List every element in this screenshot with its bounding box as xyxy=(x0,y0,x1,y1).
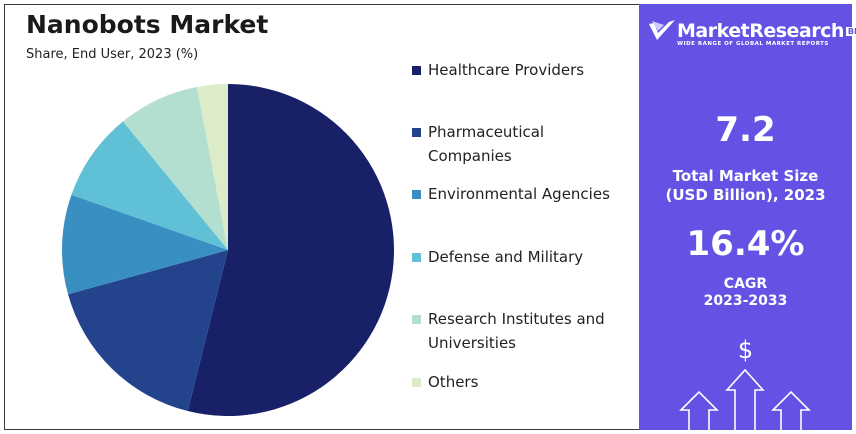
logo-badge: BIZ xyxy=(845,26,856,36)
legend-item: Others xyxy=(412,370,478,394)
market-size-label-2: (USD Billion), 2023 xyxy=(665,186,826,204)
legend-swatch xyxy=(412,66,421,75)
pie-slice-pharmaceutical-companies xyxy=(68,250,228,412)
legend-item: Defense and Military xyxy=(412,245,583,269)
legend-item: Environmental Agencies xyxy=(412,182,610,206)
logo: MarketResearch BIZ xyxy=(647,18,856,44)
summary-panel: MarketResearch BIZ WIDE RANGE OF GLOBAL … xyxy=(639,4,856,432)
legend-swatch xyxy=(412,378,421,387)
logo-check-icon xyxy=(649,20,675,40)
market-size-label-1: Total Market Size xyxy=(672,167,819,185)
pie-slice-defense-and-military xyxy=(71,121,229,250)
legend-item: Research Institutes and Universities xyxy=(412,307,605,355)
legend-swatch xyxy=(412,190,421,199)
legend-label-line: Pharmaceutical xyxy=(428,123,545,141)
legend-label: Research Institutes and Universities xyxy=(428,307,605,355)
pie-slice-environmental-agencies xyxy=(62,194,229,295)
chart-subtitle: Share, End User, 2023 (%) xyxy=(26,47,199,62)
legend-label: Defense and Military xyxy=(428,245,583,269)
market-size-value: 7.2 xyxy=(715,110,776,150)
dollar-icon: $ xyxy=(737,336,754,364)
legend-label-line: Environmental Agencies xyxy=(428,185,610,203)
legend-item: Healthcare Providers xyxy=(412,58,584,82)
legend-swatch xyxy=(412,315,421,324)
logo-tagline: WIDE RANGE OF GLOBAL MARKET REPORTS xyxy=(677,41,829,47)
cagr-label-1: CAGR xyxy=(723,276,768,292)
legend-label: Environmental Agencies xyxy=(428,182,610,206)
legend-label-line: Others xyxy=(428,373,479,391)
legend-label: Healthcare Providers xyxy=(428,58,584,82)
legend-swatch xyxy=(412,253,421,262)
pie-slice-research-institutes-and-universities xyxy=(122,86,228,251)
legend-swatch xyxy=(412,128,421,137)
cagr-value: 16.4% xyxy=(686,224,805,264)
pie-slice-others xyxy=(196,84,228,250)
legend-label-line: Universities xyxy=(428,334,517,352)
cagr-label-2: 2023-2033 xyxy=(703,293,788,309)
chart-title: Nanobots Market xyxy=(26,10,269,39)
pie-slice-healthcare-providers xyxy=(187,84,395,417)
legend-label-line: Companies xyxy=(428,147,512,165)
legend-label: Others xyxy=(428,370,478,394)
legend-label-line: Healthcare Providers xyxy=(428,61,585,79)
legend-label-line: Research Institutes and xyxy=(428,310,605,328)
growth-arrows-icon xyxy=(679,368,811,432)
pie-chart xyxy=(62,84,395,417)
logo-name: MarketResearch xyxy=(677,20,844,42)
legend-label: Pharmaceutical Companies xyxy=(428,120,544,168)
legend-item: Pharmaceutical Companies xyxy=(412,120,544,168)
legend-label-line: Defense and Military xyxy=(428,248,584,266)
